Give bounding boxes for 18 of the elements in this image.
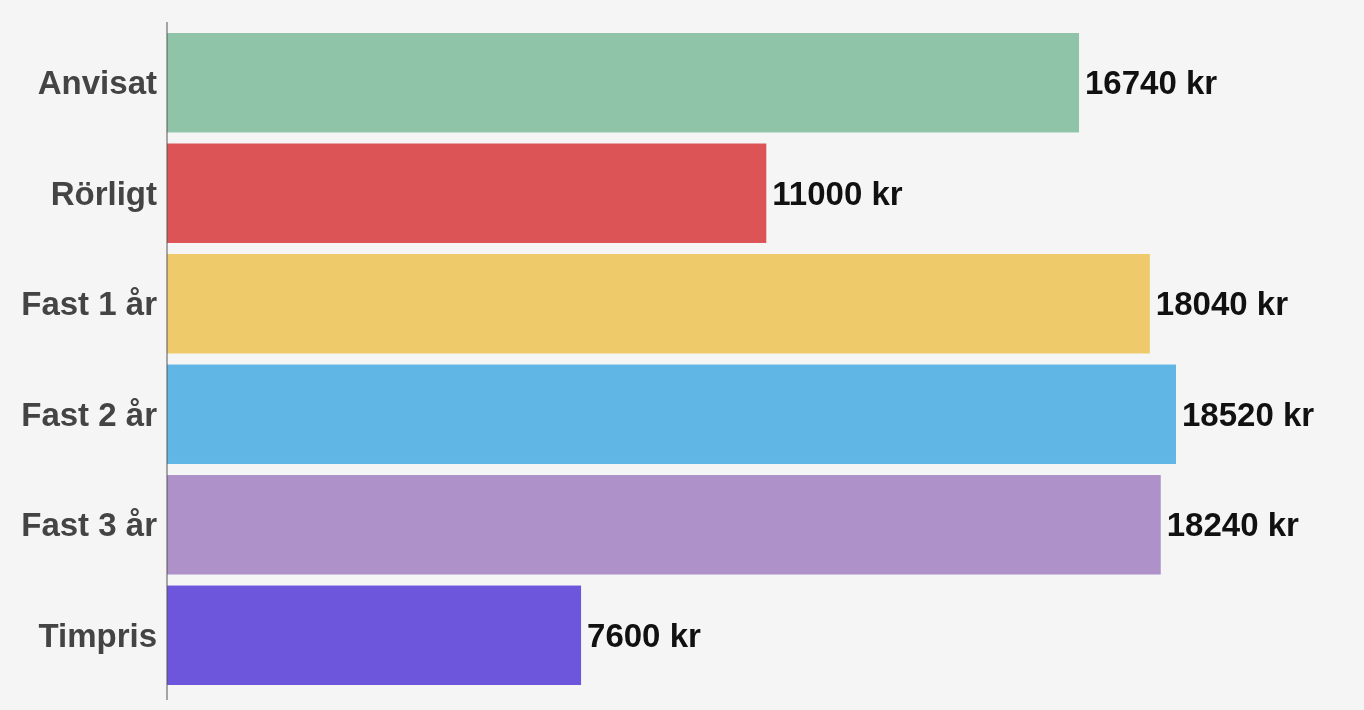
data-label: 11000 kr bbox=[772, 174, 903, 212]
y-tick-label: Fast 3 år bbox=[21, 506, 158, 544]
y-tick-label: Rörligt bbox=[50, 174, 157, 212]
y-tick-label: Fast 2 år bbox=[21, 395, 158, 433]
bar bbox=[167, 33, 1080, 133]
y-tick-label: Timpris bbox=[38, 616, 157, 654]
data-label: 18520 kr bbox=[1182, 395, 1315, 433]
bar bbox=[167, 475, 1161, 575]
bar bbox=[167, 143, 767, 243]
bar bbox=[167, 364, 1176, 464]
bar bbox=[167, 585, 582, 685]
data-label: 7600 kr bbox=[587, 616, 701, 654]
y-tick-label: Anvisat bbox=[37, 64, 157, 102]
data-label: 16740 kr bbox=[1085, 64, 1218, 102]
data-label: 18240 kr bbox=[1166, 506, 1300, 544]
bar bbox=[167, 254, 1150, 354]
data-label: 18040 kr bbox=[1155, 285, 1289, 323]
y-tick-label: Fast 1 år bbox=[21, 285, 158, 323]
